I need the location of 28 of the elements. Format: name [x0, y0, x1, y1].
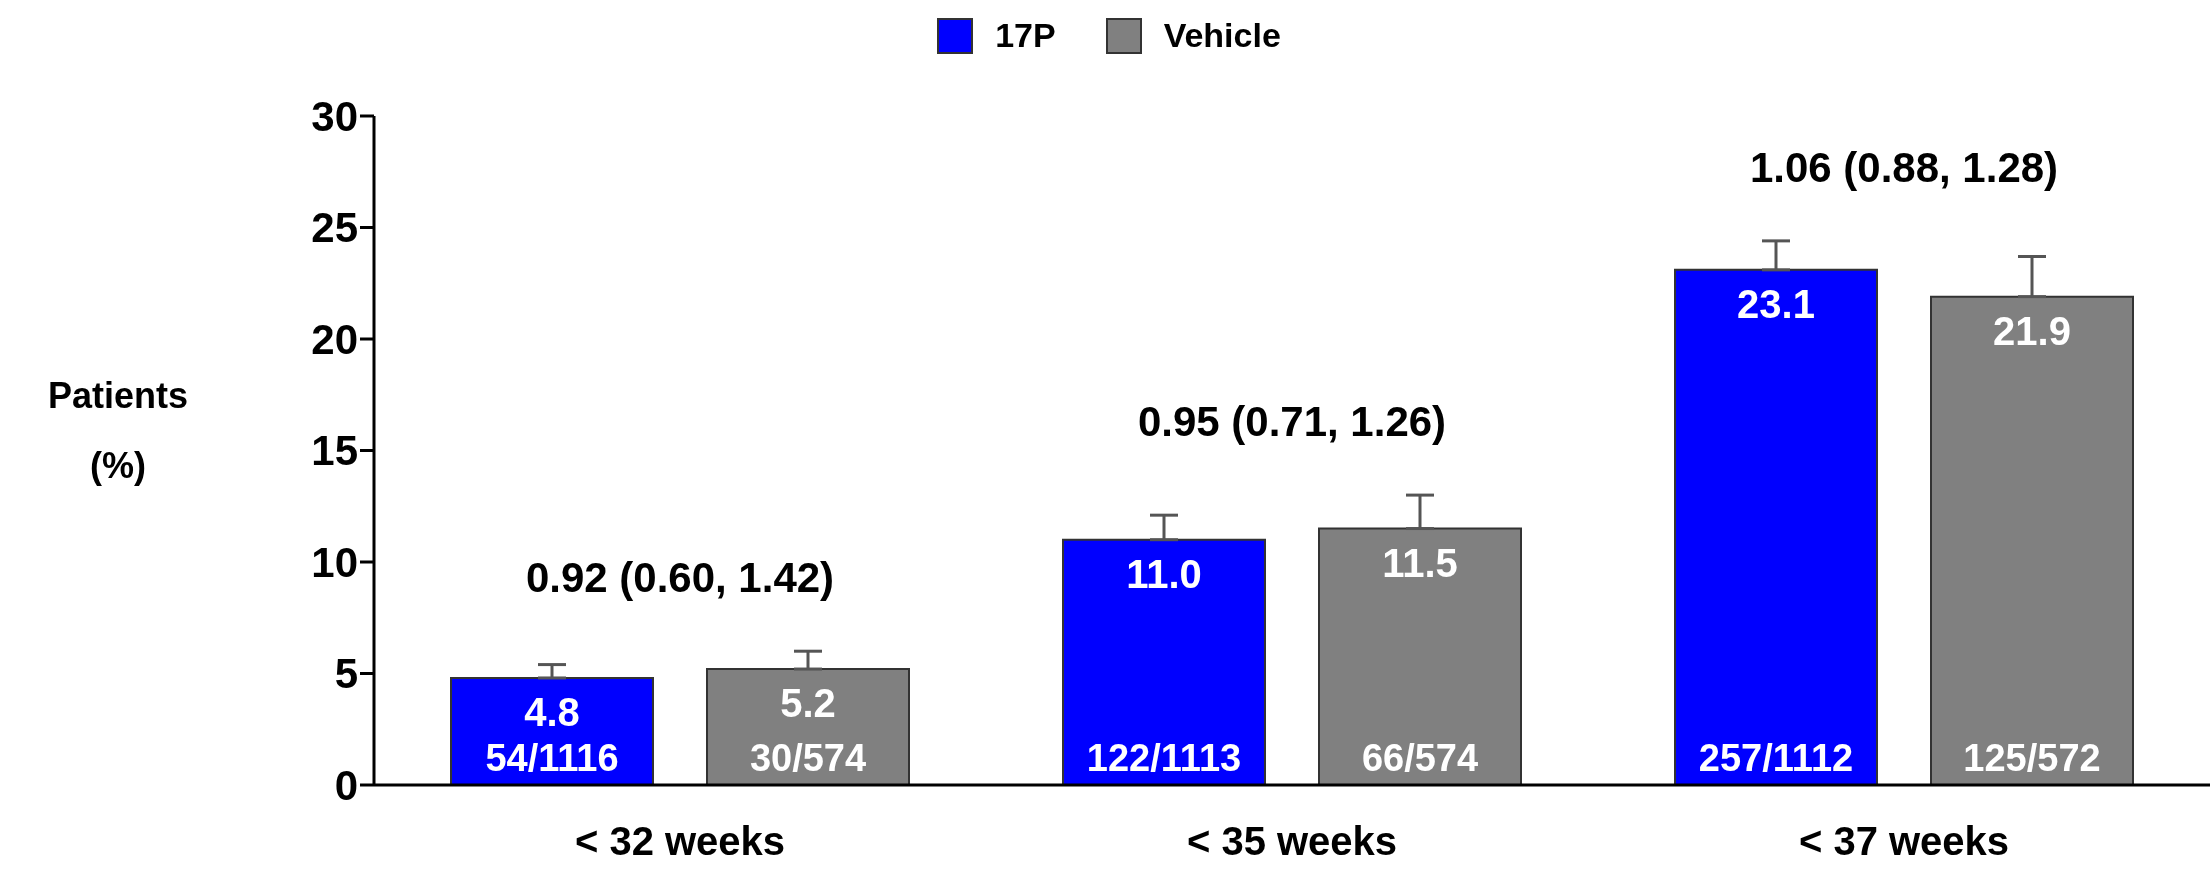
- annotation: 54/1116: [485, 737, 619, 779]
- data-label: 5.2: [780, 681, 836, 726]
- x-tick-label: < 32 weeks: [574, 819, 786, 863]
- y-tick-label: 5: [334, 650, 358, 698]
- annotation: 122/1113: [1086, 737, 1242, 779]
- x-tick-label: < 37 weeks: [1798, 819, 2010, 863]
- y-tick-label: 10: [311, 538, 358, 586]
- x-tick-label: < 35 weeks: [1186, 819, 1398, 863]
- data-label: 21.9: [1993, 309, 2071, 354]
- y-tick-label: 20: [311, 315, 358, 363]
- legend-label: Vehicle: [1162, 16, 1281, 55]
- data-label: 11.5: [1382, 540, 1458, 585]
- annotation: 1.06 (0.88, 1.28): [1749, 143, 2059, 191]
- annotation: 30/574: [749, 737, 867, 779]
- y-tick-label: 30: [311, 92, 358, 140]
- y-tick-label: 0: [334, 761, 358, 809]
- y-axis-title: Patients (%): [47, 375, 189, 486]
- annotation: 257/1112: [1698, 737, 1854, 779]
- data-label: 11.0: [1126, 552, 1202, 597]
- y-tick-label: 25: [311, 204, 358, 252]
- annotation: 0.92 (0.60, 1.42): [525, 554, 835, 602]
- annotation: 0.95 (0.71, 1.26): [1137, 398, 1447, 446]
- annotation: 66/574: [1361, 737, 1479, 779]
- data-label: 23.1: [1737, 282, 1815, 327]
- annotation: 125/572: [1963, 737, 2101, 779]
- legend-label: 17P: [994, 16, 1056, 55]
- data-label: 4.8: [524, 690, 580, 735]
- y-tick-label: 15: [311, 427, 358, 475]
